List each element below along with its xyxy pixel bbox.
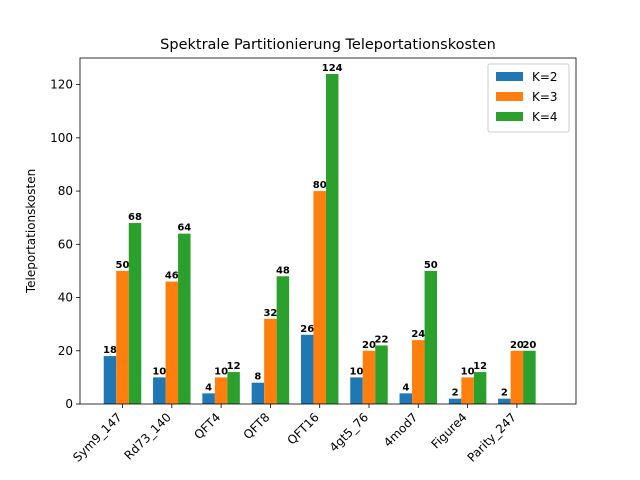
x-tick-label: Parity_247: [465, 410, 519, 464]
y-tick-label: 0: [65, 397, 73, 411]
bar-k3-sym9_147: [116, 270, 129, 404]
data-label: 10: [152, 366, 166, 377]
data-label: 10: [214, 366, 228, 377]
data-label: 2: [501, 388, 508, 399]
y-tick-label: 40: [58, 291, 73, 305]
legend-swatch: [496, 112, 523, 121]
data-label: 8: [254, 372, 261, 383]
x-tick-label: 4gt5_76: [327, 410, 371, 454]
bar-k3-qft8: [264, 318, 277, 404]
data-label: 24: [411, 329, 425, 340]
data-label: 26: [300, 324, 314, 335]
legend-entry: K=3: [532, 90, 558, 104]
bar-k4-figure4: [473, 372, 487, 404]
legend-entry: K=4: [532, 110, 558, 124]
x-tick-label: Rd73_140: [121, 410, 173, 462]
bar-k3-qft4: [214, 377, 228, 404]
data-label: 10: [350, 366, 364, 377]
x-tick-label: QFT4: [191, 410, 223, 442]
bar-k3-rd73_140: [165, 281, 179, 404]
data-label: 46: [165, 271, 179, 282]
bar-k3-qft16: [313, 191, 326, 404]
x-tick-label: Figure4: [429, 410, 470, 451]
y-tick-label: 80: [58, 184, 73, 198]
data-label: 68: [128, 212, 142, 223]
data-label: 50: [116, 260, 130, 271]
data-label: 12: [227, 361, 241, 372]
data-label: 80: [313, 180, 327, 191]
bar-k2-sym9_147: [103, 356, 117, 404]
data-label: 20: [510, 340, 524, 351]
y-axis-label: Teleportationskosten: [24, 169, 38, 294]
bar-k3-4gt5_76: [362, 350, 376, 404]
y-tick-label: 100: [50, 131, 73, 145]
data-label: 10: [461, 366, 475, 377]
legend-entry: K=2: [532, 70, 558, 84]
y-tick-label: 60: [58, 237, 73, 251]
data-label: 20: [362, 340, 376, 351]
bar-k2-figure4: [448, 398, 462, 404]
data-label: 50: [424, 260, 438, 271]
legend-swatch: [496, 72, 523, 81]
data-label: 22: [375, 334, 389, 345]
x-tick-label: 4mod7: [381, 410, 421, 450]
bar-k4-qft8: [276, 276, 290, 404]
chart-title: Spektrale Partitionierung Teleportations…: [160, 37, 496, 53]
legend-swatch: [496, 92, 523, 101]
data-label: 32: [263, 308, 277, 319]
y-tick-label: 20: [58, 344, 73, 358]
data-label: 12: [473, 361, 487, 372]
data-label: 48: [276, 265, 290, 276]
bar-k4-qft4: [227, 372, 240, 404]
x-tick-label: QFT16: [285, 410, 322, 447]
bar-k2-qft16: [300, 334, 314, 404]
bar-k2-4mod7: [399, 393, 413, 404]
bar-k4-4mod7: [424, 270, 438, 404]
bar-k3-figure4: [461, 377, 474, 404]
bar-k3-parity_247: [510, 350, 524, 404]
bar-k4-qft16: [325, 73, 339, 404]
data-label: 18: [103, 345, 117, 356]
bar-k4-parity_247: [523, 350, 536, 404]
data-label: 64: [177, 223, 191, 234]
x-tick-label: Sym9_147: [70, 410, 124, 464]
legend: K=2 K=3 K=4: [487, 63, 570, 133]
bar-k2-rd73_140: [153, 377, 166, 404]
x-tick-label: QFT8: [241, 410, 273, 442]
bar-k2-4gt5_76: [350, 377, 363, 404]
bar-k4-rd73_140: [178, 233, 191, 404]
bar-k3-4mod7: [412, 340, 425, 404]
bar-k4-4gt5_76: [375, 345, 388, 404]
bar-k2-qft8: [251, 382, 265, 404]
data-label: 4: [402, 382, 409, 393]
data-label: 4: [205, 382, 212, 393]
bar-k2-parity_247: [498, 398, 511, 404]
axes-frame: [79, 57, 577, 405]
data-label: 2: [452, 388, 459, 399]
data-label: 20: [522, 340, 536, 351]
bar-k2-qft4: [202, 393, 215, 404]
y-tick-label: 120: [50, 78, 73, 92]
data-label: 124: [322, 63, 343, 74]
bar-k4-sym9_147: [128, 223, 142, 404]
